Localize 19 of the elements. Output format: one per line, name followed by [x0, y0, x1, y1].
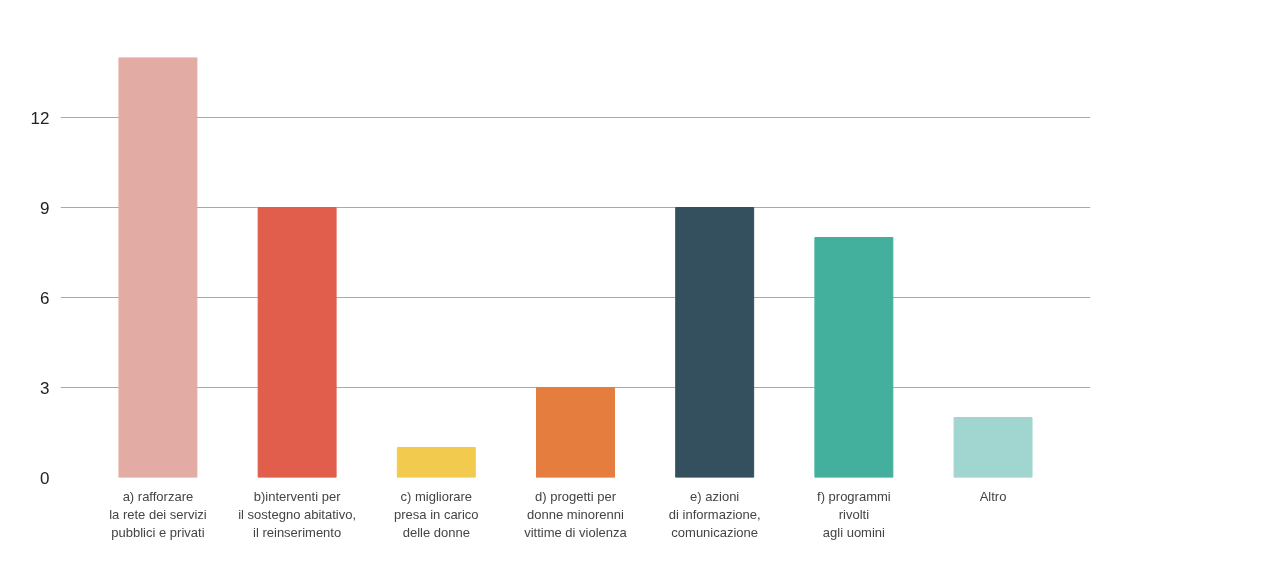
y-tick-label: 3 [40, 378, 50, 398]
bar [396, 447, 476, 478]
bar [953, 417, 1033, 478]
x-tick-label: a) rafforzare la rete dei servizi pubblici e privati [109, 488, 207, 540]
bar [675, 207, 755, 478]
y-tick-label: 0 [40, 468, 50, 488]
y-tick-label: 9 [40, 198, 50, 218]
x-tick-label: f) programmi rivolti agli uomini [817, 488, 891, 540]
x-tick-label: e) azioni di informazione, comunicazione [668, 488, 761, 540]
bar [536, 387, 615, 478]
bar [118, 57, 198, 478]
y-tick-label: 6 [40, 288, 50, 308]
x-tick-label: c) migliorare presa in carico delle donne [394, 488, 479, 540]
x-tick-label: Altro [979, 488, 1007, 504]
bar [257, 207, 337, 478]
x-tick-label: d) progetti per donne minorenni vittime di violenza [524, 488, 628, 540]
bar [814, 237, 894, 478]
y-tick-label: 12 [30, 108, 50, 128]
x-tick-label: b)interventi per il sostegno abitativo, il reinserimento [238, 488, 357, 540]
